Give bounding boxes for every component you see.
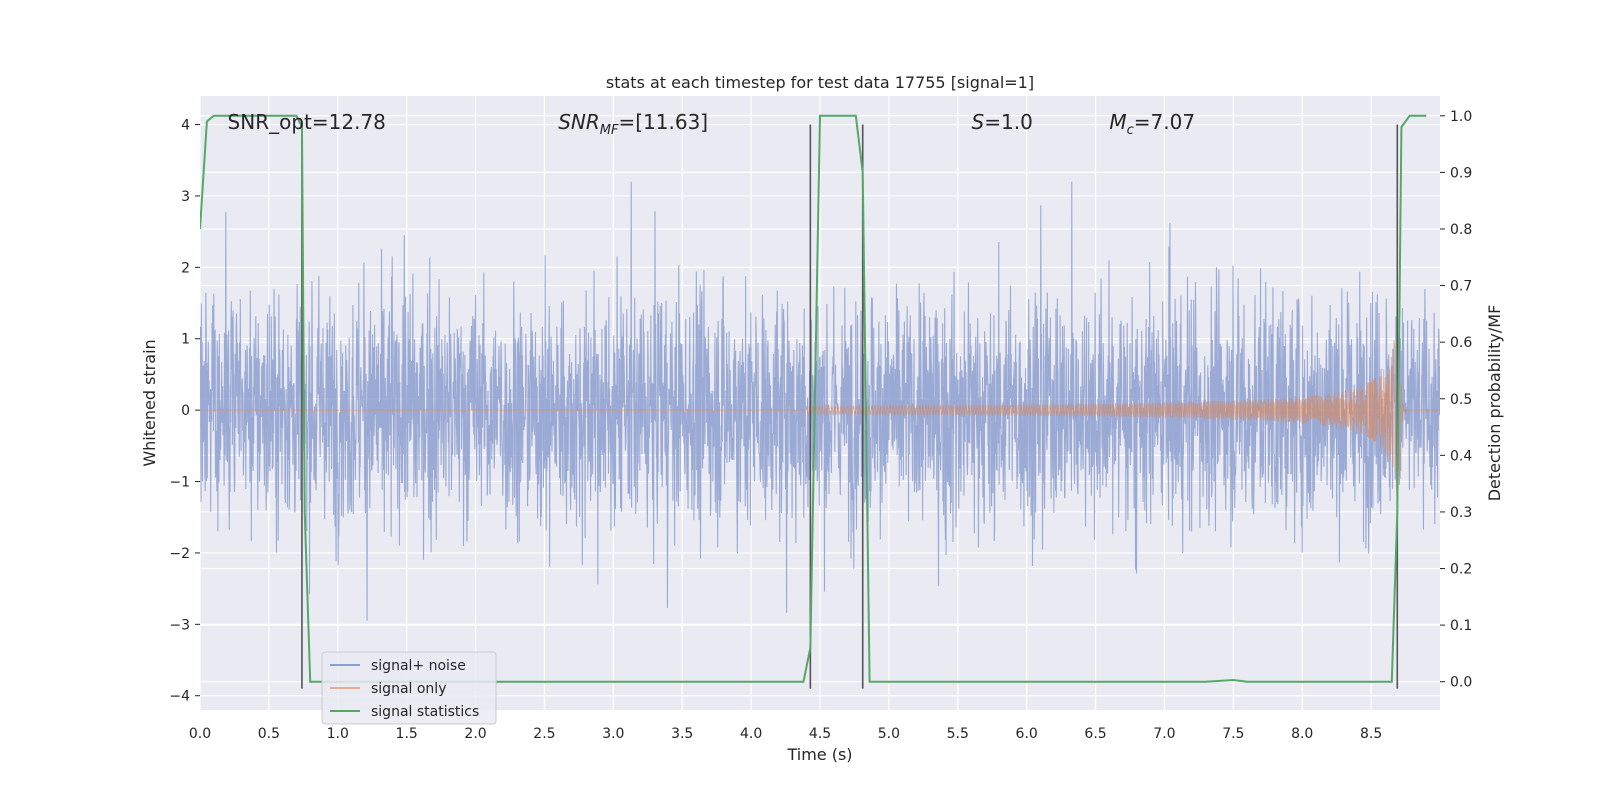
legend-label-signal-noise: signal+ noise	[371, 658, 466, 674]
annotation-symbol: S	[972, 110, 985, 134]
y2-tick-label: 0.1	[1450, 618, 1472, 634]
x-tick-label: 5.0	[878, 726, 900, 742]
annotation-value: =7.07	[1134, 110, 1195, 134]
y-axis-ticks: 4 3 2 1 0 −1 −2 −3 −4	[169, 118, 200, 705]
legend-label-signal-statistics: signal statistics	[371, 704, 479, 720]
x-tick-label: 3.5	[671, 726, 693, 742]
x-tick-label: 7.0	[1153, 726, 1175, 742]
annotation-text: S=1.0	[972, 110, 1033, 134]
x-tick-label: 6.0	[1016, 726, 1038, 742]
legend-label-signal-only: signal only	[371, 681, 446, 697]
x-axis-label: Time (s)	[786, 745, 852, 764]
y-tick-label: −2	[169, 546, 190, 562]
annotation-subscript: MF	[600, 123, 619, 138]
x-tick-label: 8.5	[1360, 726, 1382, 742]
y2-axis-label: Detection probability/MF	[1485, 305, 1504, 502]
annotation-symbol: SNR	[558, 110, 600, 134]
annotation-value: =[11.63]	[618, 110, 708, 134]
x-tick-label: 2.0	[464, 726, 486, 742]
legend: signal+ noise signal only signal statist…	[321, 651, 497, 725]
y2-axis-ticks: 1.0 0.9 0.8 0.7 0.6 0.5 0.4 0.3 0.2 0.1 0.0	[1440, 109, 1472, 691]
x-tick-label: 8.0	[1291, 726, 1313, 742]
y2-tick-label: 0.5	[1450, 392, 1472, 408]
chart-title: stats at each timestep for test data 177…	[606, 73, 1034, 92]
annotation-value: =1.0	[984, 110, 1033, 134]
y-tick-label: 0	[181, 403, 190, 419]
series-signal-only	[200, 335, 1440, 495]
y-tick-label: 1	[181, 332, 190, 348]
y2-tick-label: 0.9	[1450, 165, 1472, 181]
annotations: SNR_opt=12.78 SNRMF=[11.63] S=1.0 Mc=7.07	[228, 110, 1195, 138]
x-tick-label: 4.5	[809, 726, 831, 742]
x-tick-label: 1.5	[396, 726, 418, 742]
annotation-text: Mc=7.07	[1109, 110, 1195, 138]
x-tick-label: 6.5	[1084, 726, 1106, 742]
y-tick-label: −1	[169, 475, 190, 491]
y2-tick-label: 0.4	[1450, 448, 1472, 464]
x-axis-ticks: 0.0 0.5 1.0 1.5 2.0 2.5 3.0 3.5 4.0 4.5 5.0 5.5 6.0 6…	[189, 726, 1382, 742]
legend-box	[321, 651, 497, 725]
series-signal-noise	[200, 181, 1440, 621]
y2-tick-label: 0.7	[1450, 279, 1472, 295]
y-tick-label: 4	[181, 118, 190, 134]
y-tick-label: 2	[181, 260, 190, 276]
y-tick-label: −3	[169, 617, 190, 633]
y-axis-label: Whitened strain	[140, 339, 159, 466]
x-tick-label: 0.5	[258, 726, 280, 742]
x-tick-label: 3.0	[602, 726, 624, 742]
series-signal-statistics	[200, 114, 1427, 683]
annotation-symbol: M	[1109, 110, 1126, 134]
x-tick-label: 2.5	[533, 726, 555, 742]
y2-tick-label: 0.8	[1450, 222, 1472, 238]
annotation-text: SNRMF=[11.63]	[558, 110, 708, 138]
y2-tick-label: 0.3	[1450, 505, 1472, 521]
x-tick-label: 5.5	[947, 726, 969, 742]
y2-tick-label: 0.2	[1450, 562, 1472, 578]
y2-tick-label: 1.0	[1450, 109, 1472, 125]
x-tick-label: 0.0	[189, 726, 211, 742]
annotation-subscript: c	[1127, 123, 1134, 138]
y2-tick-label: 0.0	[1450, 675, 1472, 691]
x-tick-label: 1.0	[327, 726, 349, 742]
y-tick-label: 3	[181, 189, 190, 205]
y2-tick-label: 0.6	[1450, 335, 1472, 351]
x-tick-label: 7.5	[1222, 726, 1244, 742]
y-tick-label: −4	[169, 689, 190, 705]
annotation-text: SNR_opt=12.78	[228, 110, 386, 134]
x-tick-label: 4.0	[740, 726, 762, 742]
